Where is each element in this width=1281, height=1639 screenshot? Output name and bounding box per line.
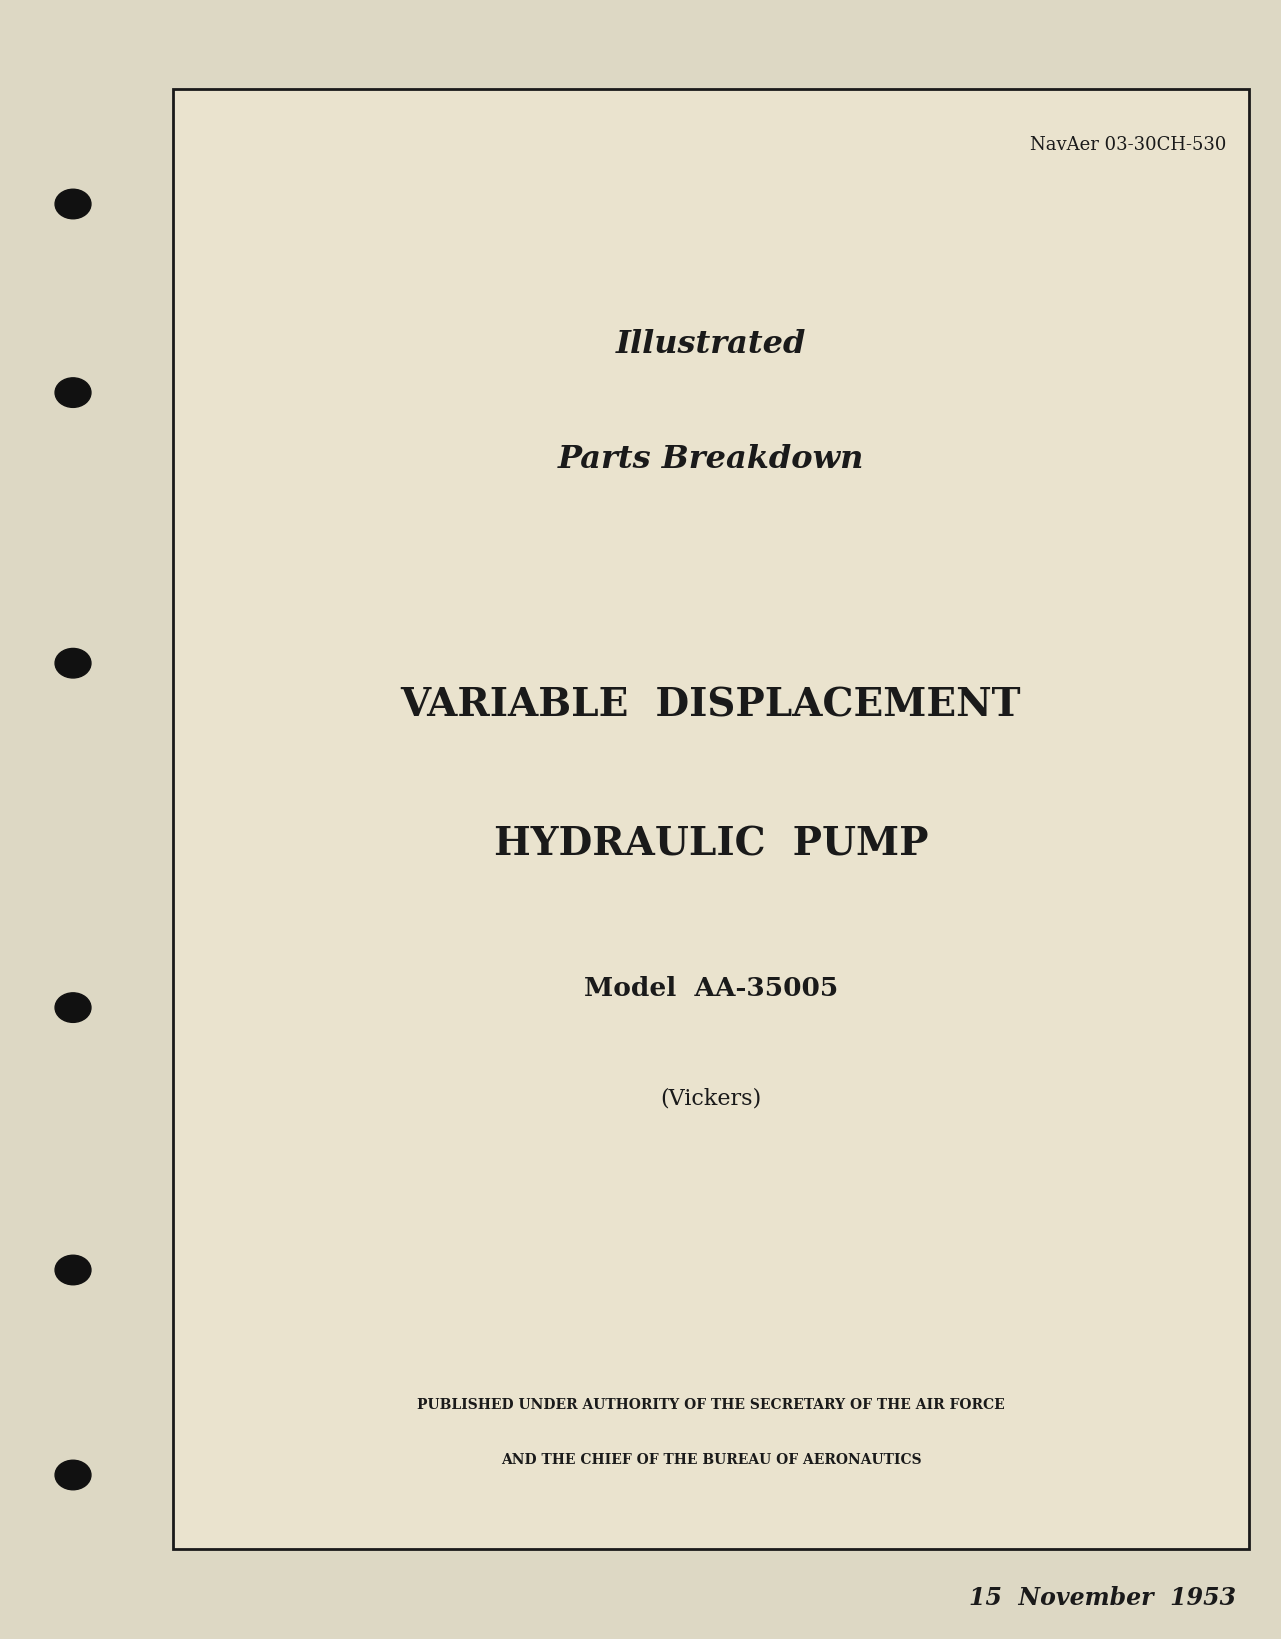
Text: Illustrated: Illustrated [616, 329, 806, 359]
Ellipse shape [55, 379, 91, 408]
Text: (Vickers): (Vickers) [660, 1087, 762, 1110]
Bar [173, 90, 1249, 1549]
Text: 15  November  1953: 15 November 1953 [968, 1585, 1236, 1609]
Text: HYDRAULIC  PUMP: HYDRAULIC PUMP [493, 824, 929, 864]
Text: Parts Breakdown: Parts Breakdown [557, 444, 865, 474]
Ellipse shape [55, 1255, 91, 1285]
Text: NavAer 03-30CH-530: NavAer 03-30CH-530 [1030, 136, 1226, 154]
Ellipse shape [55, 649, 91, 679]
Text: PUBLISHED UNDER AUTHORITY OF THE SECRETARY OF THE AIR FORCE: PUBLISHED UNDER AUTHORITY OF THE SECRETA… [418, 1398, 1004, 1411]
Text: Model  AA-35005: Model AA-35005 [584, 975, 838, 1001]
Text: VARIABLE  DISPLACEMENT: VARIABLE DISPLACEMENT [401, 685, 1021, 724]
Ellipse shape [55, 190, 91, 220]
Ellipse shape [55, 1460, 91, 1490]
Ellipse shape [55, 993, 91, 1023]
Text: AND THE CHIEF OF THE BUREAU OF AERONAUTICS: AND THE CHIEF OF THE BUREAU OF AERONAUTI… [501, 1452, 921, 1465]
